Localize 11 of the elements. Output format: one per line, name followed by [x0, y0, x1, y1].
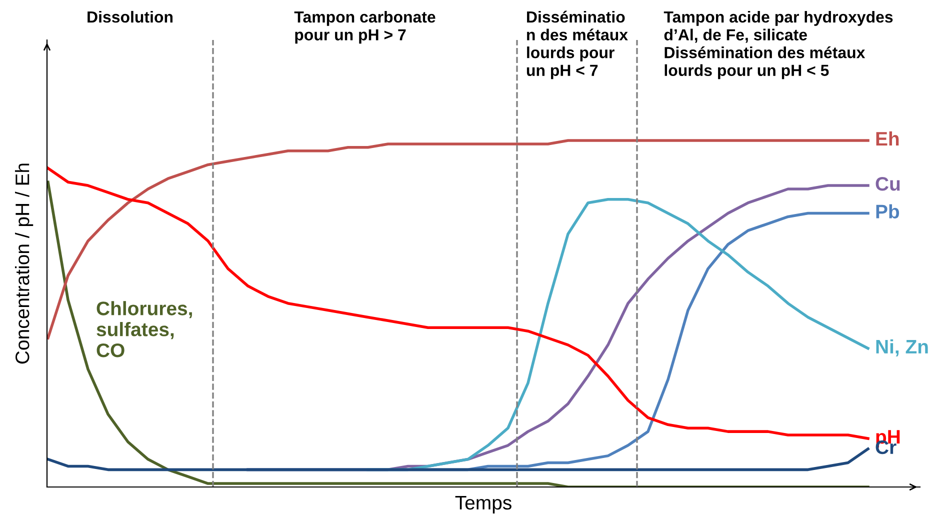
text: Tampon carbonate pour un pH > 7	[294, 10, 436, 44]
text: Tampon acide par hydroxydes d’Al, de Fe, silicate Dissémination des métaux lourds pour un pH < 5	[664, 10, 893, 80]
series-label: Pb	[876, 204, 900, 218]
series-label: Chlorures, sulfates, CO	[96, 301, 192, 358]
series-label: Eh	[876, 131, 899, 146]
text: Disséminatio n des métaux lourds pour un pH < 7	[526, 10, 628, 80]
y-axis-title: Concentration / pH / Eh	[14, 164, 34, 364]
series-label: Cu	[876, 176, 900, 191]
text: Dissolution	[88, 10, 172, 23]
x-axis-title: Temps	[455, 496, 512, 514]
series-label: Ni, Zn	[876, 339, 928, 356]
